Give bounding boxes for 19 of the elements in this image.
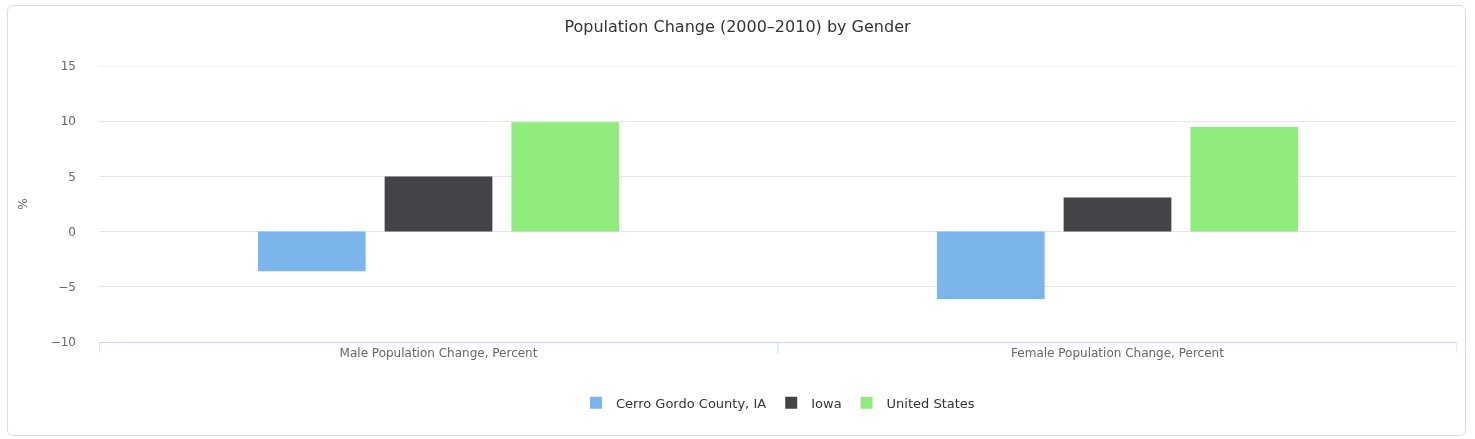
bar bbox=[1063, 197, 1172, 232]
x-tick-label: Male Population Change, Percent bbox=[339, 346, 538, 361]
y-axis-title: % bbox=[15, 198, 30, 210]
legend-label: Iowa bbox=[811, 395, 842, 411]
y-tick-label: 0 bbox=[68, 224, 76, 239]
bar bbox=[257, 231, 366, 272]
bar bbox=[1190, 126, 1299, 232]
y-tick-label: 5 bbox=[68, 169, 76, 184]
y-tick-label: 10 bbox=[60, 114, 76, 129]
bar bbox=[511, 122, 620, 232]
legend-label: United States bbox=[886, 395, 975, 411]
legend-label: Cerro Gordo County, IA bbox=[616, 395, 767, 411]
y-tick-label: 15 bbox=[60, 59, 76, 74]
chart-title: Population Change (2000–2010) by Gender bbox=[564, 16, 912, 36]
bar bbox=[936, 231, 1045, 299]
y-tick-label: −5 bbox=[58, 280, 76, 294]
bar bbox=[384, 176, 493, 232]
y-tick-label: −10 bbox=[50, 335, 76, 350]
x-tick-label: Female Population Change, Percent bbox=[1011, 346, 1225, 361]
